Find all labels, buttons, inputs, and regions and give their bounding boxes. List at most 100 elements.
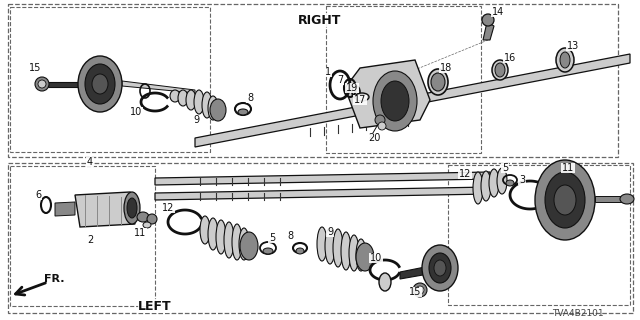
- Text: 10: 10: [370, 253, 382, 263]
- Polygon shape: [75, 192, 135, 227]
- Text: 8: 8: [287, 231, 293, 241]
- Ellipse shape: [317, 227, 327, 261]
- Text: 16: 16: [504, 53, 516, 63]
- Ellipse shape: [202, 92, 212, 118]
- Ellipse shape: [239, 228, 249, 260]
- Ellipse shape: [428, 69, 448, 95]
- Ellipse shape: [355, 93, 369, 101]
- Text: RIGHT: RIGHT: [298, 13, 342, 27]
- Ellipse shape: [263, 248, 273, 254]
- Ellipse shape: [232, 224, 242, 260]
- Text: 19: 19: [346, 83, 358, 93]
- Ellipse shape: [137, 212, 149, 222]
- Ellipse shape: [349, 235, 359, 271]
- Ellipse shape: [422, 245, 458, 291]
- Text: 7: 7: [337, 75, 343, 85]
- Circle shape: [375, 115, 385, 125]
- Polygon shape: [400, 265, 440, 279]
- Ellipse shape: [178, 90, 188, 106]
- Ellipse shape: [210, 99, 226, 121]
- Polygon shape: [595, 196, 625, 202]
- Bar: [448, 165, 630, 305]
- Polygon shape: [155, 187, 490, 200]
- Text: 12: 12: [459, 169, 471, 179]
- Text: 12: 12: [162, 203, 174, 213]
- Ellipse shape: [535, 160, 595, 240]
- Text: 13: 13: [567, 41, 579, 51]
- Text: 20: 20: [368, 133, 380, 143]
- Ellipse shape: [208, 218, 218, 250]
- Text: 4: 4: [87, 157, 93, 167]
- Text: 9: 9: [327, 227, 333, 237]
- Polygon shape: [345, 60, 430, 128]
- Text: 10: 10: [130, 107, 142, 117]
- Ellipse shape: [147, 214, 157, 224]
- Ellipse shape: [186, 90, 196, 110]
- Text: 17: 17: [354, 95, 366, 105]
- Ellipse shape: [224, 222, 234, 258]
- Polygon shape: [155, 172, 490, 185]
- Ellipse shape: [473, 172, 483, 204]
- Ellipse shape: [216, 220, 226, 254]
- Ellipse shape: [356, 243, 374, 271]
- Circle shape: [413, 283, 427, 297]
- Bar: [10, 166, 155, 306]
- Text: 5: 5: [502, 163, 508, 173]
- Ellipse shape: [200, 216, 210, 244]
- Circle shape: [482, 14, 494, 26]
- Ellipse shape: [381, 81, 409, 121]
- Ellipse shape: [238, 109, 248, 115]
- Text: 5: 5: [269, 233, 275, 243]
- Ellipse shape: [434, 260, 446, 276]
- Ellipse shape: [556, 48, 574, 72]
- Ellipse shape: [497, 168, 507, 194]
- Ellipse shape: [489, 169, 499, 197]
- Ellipse shape: [506, 180, 514, 186]
- Ellipse shape: [124, 192, 140, 224]
- Ellipse shape: [545, 172, 585, 228]
- Polygon shape: [122, 81, 195, 93]
- Text: 1: 1: [325, 67, 331, 77]
- Circle shape: [416, 286, 424, 294]
- Ellipse shape: [554, 185, 576, 215]
- Ellipse shape: [356, 239, 366, 271]
- Bar: [10, 7, 210, 152]
- Ellipse shape: [127, 198, 137, 218]
- Ellipse shape: [373, 71, 417, 131]
- Text: 2: 2: [87, 235, 93, 245]
- Text: TVA4B2101: TVA4B2101: [552, 308, 604, 317]
- Text: 18: 18: [440, 63, 452, 73]
- Ellipse shape: [431, 73, 445, 91]
- Circle shape: [35, 77, 49, 91]
- Ellipse shape: [379, 273, 391, 291]
- Bar: [8, 4, 618, 157]
- Ellipse shape: [333, 229, 343, 267]
- Text: 11: 11: [562, 163, 574, 173]
- Text: 8: 8: [247, 93, 253, 103]
- Ellipse shape: [85, 64, 115, 104]
- Polygon shape: [48, 82, 85, 87]
- Ellipse shape: [170, 90, 180, 102]
- Ellipse shape: [194, 90, 204, 114]
- Ellipse shape: [296, 248, 304, 254]
- Ellipse shape: [620, 194, 634, 204]
- Ellipse shape: [240, 232, 258, 260]
- Text: 9: 9: [193, 115, 199, 125]
- Ellipse shape: [429, 253, 451, 283]
- Polygon shape: [483, 22, 494, 40]
- Ellipse shape: [78, 56, 122, 112]
- Polygon shape: [55, 202, 75, 216]
- Text: 14: 14: [492, 7, 504, 17]
- Ellipse shape: [492, 60, 508, 80]
- Text: 11: 11: [134, 228, 146, 238]
- Ellipse shape: [560, 52, 570, 68]
- Bar: [8, 163, 633, 313]
- Ellipse shape: [208, 96, 218, 120]
- Circle shape: [38, 80, 46, 88]
- Ellipse shape: [495, 63, 505, 77]
- Circle shape: [378, 122, 386, 130]
- Ellipse shape: [481, 171, 491, 201]
- Text: 15: 15: [29, 63, 41, 73]
- Polygon shape: [195, 54, 630, 147]
- Ellipse shape: [143, 222, 151, 228]
